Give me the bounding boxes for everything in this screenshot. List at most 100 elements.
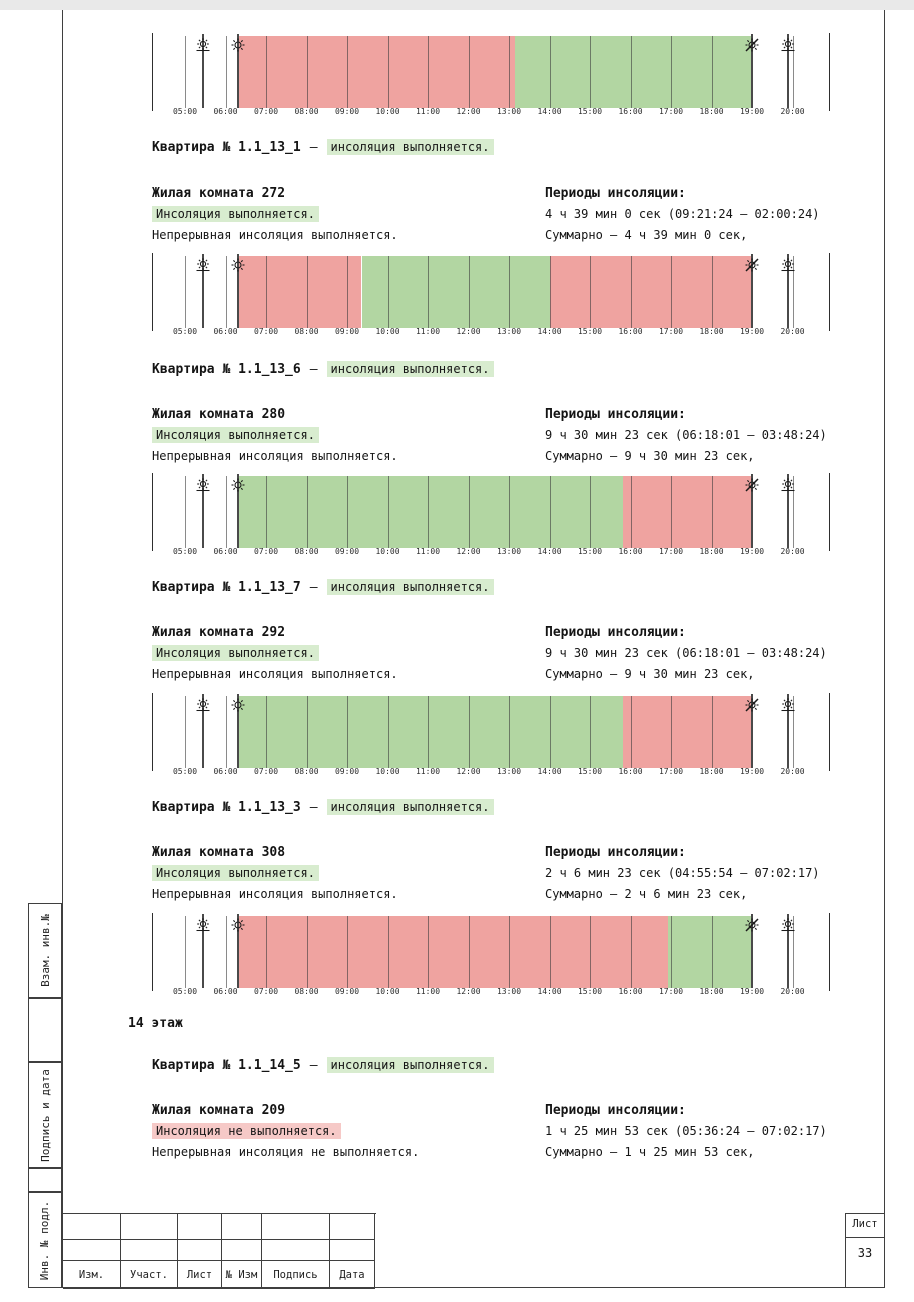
time-tick-label: 13:00 xyxy=(496,107,522,116)
title-block-col-uchast: Участ. xyxy=(121,1261,178,1289)
chart-right-border xyxy=(829,253,830,331)
time-tick-label: 19:00 xyxy=(739,327,765,336)
hour-gridline xyxy=(347,36,348,108)
room-info: Жилая комната 308 Инсоляция выполняется.… xyxy=(152,842,545,905)
hour-gridline xyxy=(792,256,794,328)
sunset-icon xyxy=(780,477,796,493)
time-tick-label: 10:00 xyxy=(375,987,400,996)
insolation-periods: Периоды инсоляции: 9 ч 30 мин 23 сек (06… xyxy=(545,404,864,467)
time-tick-label: 11:00 xyxy=(415,547,441,556)
time-tick-label: 12:00 xyxy=(456,987,481,996)
stamp-vzam-inv: Взам. инв.№ xyxy=(28,903,62,998)
sunrise-icon-guide-line xyxy=(202,34,205,108)
chart-left-border xyxy=(152,473,153,551)
hour-gridline xyxy=(266,36,267,108)
insolation-chart-room-272: 05:00 06:00 07:00 08:00 09:00 10:00 11:00 12:00… xyxy=(152,253,832,344)
insolation-periods: Периоды инсоляции: 9 ч 30 мин 23 сек (06… xyxy=(545,622,864,685)
sun-icon-guide-line xyxy=(236,34,239,108)
hour-gridline xyxy=(590,256,591,328)
hour-gridline xyxy=(590,476,591,548)
hour-gridline xyxy=(225,916,227,988)
hour-gridline xyxy=(185,36,186,108)
hour-gridline xyxy=(468,916,470,988)
sun-crossed-icon xyxy=(744,257,760,273)
title-block-cell xyxy=(121,1214,178,1240)
hour-gridline xyxy=(549,696,551,768)
floor-heading: 14 этаж xyxy=(128,1016,183,1031)
time-tick-label: 11:00 xyxy=(415,107,441,116)
title-block-cell xyxy=(222,1240,262,1261)
time-tick-label: 16:00 xyxy=(618,547,643,556)
hour-gridline xyxy=(185,476,186,548)
room-status-badge: Инсоляция выполняется. xyxy=(152,206,319,222)
time-tick-label: 13:00 xyxy=(496,987,522,996)
sun-icon xyxy=(230,917,246,933)
time-tick-label: 13:00 xyxy=(496,327,522,336)
time-axis: 05:00 06:00 07:00 08:00 09:00 10:00 11:00 12:00… xyxy=(152,767,832,779)
time-tick-label: 18:00 xyxy=(699,327,724,336)
time-tick-label: 12:00 xyxy=(456,767,481,776)
hour-gridline xyxy=(185,696,186,768)
apartment-status-badge: инсоляция выполняется. xyxy=(326,1057,494,1073)
sunrise-icon-guide-line xyxy=(202,474,205,548)
room-info: Жилая комната 292 Инсоляция выполняется.… xyxy=(152,622,545,685)
sun-icon-guide-line xyxy=(236,254,239,328)
title-block-cell xyxy=(63,1214,121,1240)
periods-title: Периоды инсоляции: xyxy=(545,845,686,860)
time-tick-label: 13:00 xyxy=(496,767,522,776)
hour-gridline xyxy=(225,36,227,108)
room-info: Жилая комната 272 Инсоляция выполняется.… xyxy=(152,183,545,246)
hour-gridline xyxy=(266,476,267,548)
page-top-edge xyxy=(0,0,914,10)
room-name: Жилая комната 272 xyxy=(152,186,286,201)
title-block-cell xyxy=(121,1240,178,1261)
time-axis: 05:00 06:00 07:00 08:00 09:00 10:00 11:00 12:00… xyxy=(152,987,832,999)
timeline-segment-no_insolation xyxy=(549,256,752,328)
sunrise-icon xyxy=(195,37,211,53)
time-tick-label: 09:00 xyxy=(334,987,360,996)
room-name: Жилая комната 308 xyxy=(152,845,286,860)
time-tick-label: 08:00 xyxy=(294,327,319,336)
apartment-number: Квартира № 1.1_13_7 xyxy=(152,580,301,595)
sunset-icon-guide-line xyxy=(787,254,790,328)
time-axis: 05:00 06:00 07:00 08:00 09:00 10:00 11:00 12:00… xyxy=(152,107,832,119)
sun-icon xyxy=(230,697,246,713)
frame-left-line xyxy=(62,10,63,1288)
dash: — xyxy=(309,362,318,377)
time-tick-label: 17:00 xyxy=(658,987,684,996)
hour-gridline xyxy=(792,916,794,988)
hour-gridline xyxy=(347,696,348,768)
time-tick-label: 11:00 xyxy=(415,987,441,996)
title-block-col-list: Лист xyxy=(178,1261,222,1289)
sunset-icon-guide-line xyxy=(787,474,790,548)
time-tick-label: 09:00 xyxy=(334,767,360,776)
apartment-heading: Квартира № 1.1_13_7 — инсоляция выполняетс… xyxy=(152,579,494,595)
time-tick-label: 14:00 xyxy=(537,547,562,556)
room-block: Жилая комната 308 Инсоляция выполняется.… xyxy=(152,842,864,905)
time-tick-label: 18:00 xyxy=(699,107,724,116)
time-tick-label: 15:00 xyxy=(577,547,603,556)
time-tick-label: 06:00 xyxy=(213,987,238,996)
hour-gridline xyxy=(630,36,632,108)
dash: — xyxy=(309,580,318,595)
hour-gridline xyxy=(428,916,429,988)
time-tick-label: 05:00 xyxy=(172,107,198,116)
title-block-cell xyxy=(330,1240,375,1261)
stamp-podpis-data: Подпись и дата xyxy=(28,1062,62,1168)
time-tick-label: 05:00 xyxy=(172,987,198,996)
time-tick-label: 09:00 xyxy=(334,107,360,116)
sunrise-icon-guide-line xyxy=(202,694,205,768)
timeline-segment-insolation xyxy=(237,696,623,768)
sunset-icon xyxy=(780,37,796,53)
time-tick-label: 12:00 xyxy=(456,547,481,556)
time-tick-label: 14:00 xyxy=(537,107,562,116)
chart-left-border xyxy=(152,913,153,991)
hour-gridline xyxy=(468,36,470,108)
hour-gridline xyxy=(711,916,713,988)
hour-gridline xyxy=(509,36,510,108)
hour-gridline xyxy=(306,476,308,548)
time-tick-label: 19:00 xyxy=(739,107,765,116)
time-axis: 05:00 06:00 07:00 08:00 09:00 10:00 11:00 12:00… xyxy=(152,547,832,559)
stamp-podpis-data-label: Подпись и дата xyxy=(38,1068,52,1162)
title-block-cell xyxy=(178,1240,222,1261)
